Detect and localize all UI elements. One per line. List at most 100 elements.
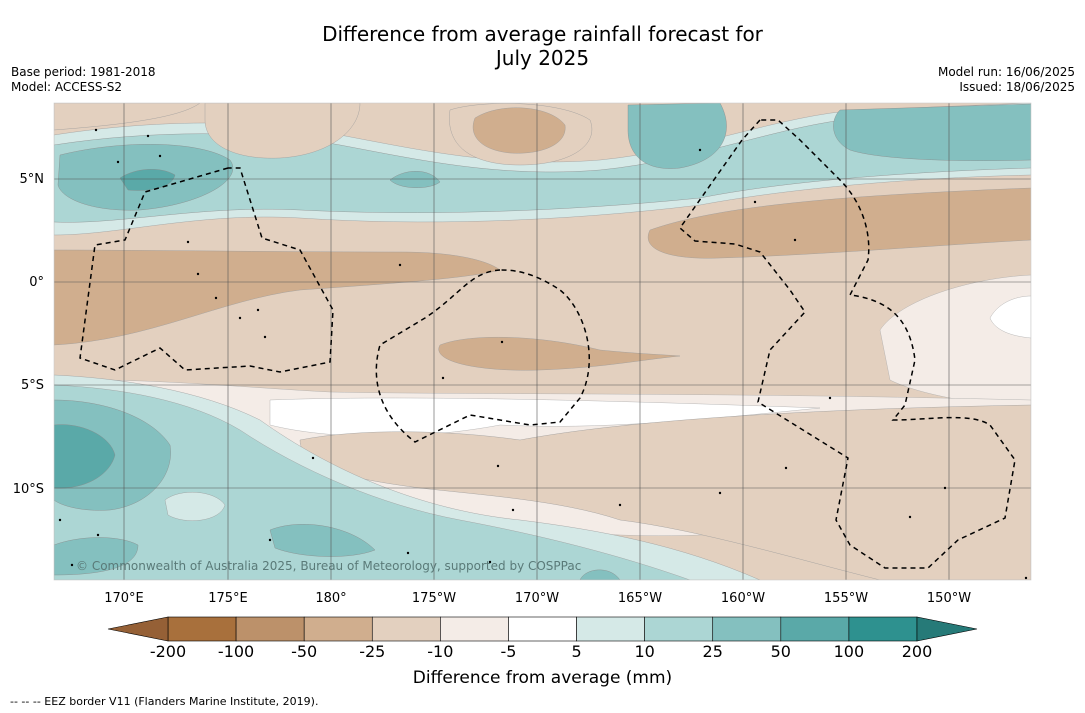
equatorial-dry-core-east [648,187,1031,259]
island-speck [441,376,445,380]
east-white-patch [989,295,1031,339]
colorbar-tick-label: -50 [291,642,318,661]
island-speck [146,134,150,138]
eez-border-west [79,167,334,373]
island-speck [158,154,162,158]
lat-labels: 5°N 0° 5°S 10°S [13,172,44,497]
north-dry-patch-west [54,103,201,131]
colorbar-segment [712,616,782,642]
colorbar-segment [848,616,918,642]
colorbar-segment [235,616,305,642]
north-wet-peak-west [119,169,176,191]
colorbar-tick-label: -25 [359,642,386,661]
base-period: Base period: 1981-2018 [11,65,156,79]
island-speck [70,563,74,567]
colorbar-segment [303,616,373,642]
north-wet-core-far-east [833,103,1031,161]
lon-label-150w: 150°W [927,591,971,606]
island-speck [618,503,622,507]
title-line-2: July 2025 [495,46,590,70]
map-frame [53,102,1032,581]
island-speck [263,335,267,339]
south-wet-small-a [269,524,376,557]
island-speck [116,160,120,164]
island-speck [196,272,200,276]
colorbar-tick-label: -10 [427,642,454,661]
colorbar-segment [576,616,645,642]
colorbar-segment [780,616,850,642]
issued-date: Issued: 18/06/2025 [959,80,1075,94]
colorbar-tick-label: -200 [149,642,187,661]
eez-border-central [375,269,591,443]
island-speck [488,560,492,564]
island-speck [398,263,402,267]
southwest-wet-mid [54,384,691,580]
model-name: Model: ACCESS-S2 [11,80,123,94]
copyright-notice: © Commonwealth of Australia 2025, Bureau… [76,559,581,573]
lon-labels: 170°E 175°E 180° 175°W 170°W 165°W 160°W… [104,591,971,606]
colorbar-tick-label: 200 [901,642,933,661]
lon-label-160w: 160°W [721,591,765,606]
island-speck [94,128,98,132]
colorbar [107,616,978,642]
island-speck [214,296,218,300]
map-field: © Commonwealth of Australia 2025, Bureau… [54,103,1031,580]
map-graticule [54,103,1031,580]
island-speck [718,491,722,495]
island-speck [96,533,100,537]
colorbar-segment [167,616,237,642]
lon-label-175e: 175°E [208,591,248,606]
north-wet-core-mid [389,171,441,188]
island-speck [753,200,757,204]
island-speck [186,240,190,244]
colorbar-segment [371,616,441,642]
lon-label-180: 180° [315,591,346,606]
north-wet-band-inner [54,109,1031,223]
meta-left: Base period: 1981-2018 Model: ACCESS-S2 [11,65,156,95]
eez-borders [79,119,1016,569]
island-speck [793,238,797,242]
lat-label-10s: 10°S [13,482,44,497]
colorbar-tick-label: 5 [571,642,582,661]
eez-footnote: -- -- -- EEZ border V11 (Flanders Marine… [10,695,319,708]
north-dry-oval-core [472,107,566,154]
lat-label-5s: 5°S [21,378,44,393]
colorbar-tick-label: 50 [770,642,791,661]
north-dry-patch-mid [204,103,361,159]
lon-label-170w: 170°W [515,591,559,606]
chart-title: Difference from average rainfall forecas… [0,22,1085,70]
south-wet-white-oval [164,492,226,521]
island-speck [58,518,62,522]
island-speck [256,308,260,312]
lat-label-0: 0° [29,275,44,290]
eez-border-east [678,119,1016,569]
island-speck [311,456,315,460]
colorbar-tick-label: 10 [634,642,655,661]
lon-label-175w: 175°W [412,591,456,606]
island-speck [496,464,500,468]
lon-label-170e: 170°E [104,591,144,606]
island-speck [698,148,702,152]
south-wet-small-b [54,537,139,576]
lat-label-5n: 5°N [20,172,45,187]
island-speck [500,340,504,344]
north-wet-core-east [627,103,727,169]
lon-label-155w: 155°W [824,591,868,606]
colorbar-extend-low [107,616,169,642]
colorbar-segment [508,616,577,642]
colorbar-tick-label: 25 [702,642,723,661]
island-speck [268,538,272,542]
colorbar-segment [440,616,509,642]
model-run: Model run: 16/06/2025 [937,65,1075,79]
east-neutral-patch [879,274,1031,409]
colorbar-tick-label: 100 [833,642,865,661]
southwest-wet-peak [54,424,116,489]
colorbar-extend-high [916,616,978,642]
island-speck [406,551,410,555]
lon-label-165w: 165°W [618,591,662,606]
colorbar-title: Difference from average (mm) [412,668,673,688]
colorbar-tick-label: -5 [500,642,517,661]
title-line-1: Difference from average rainfall forecas… [322,22,763,46]
island-speck [908,515,912,519]
